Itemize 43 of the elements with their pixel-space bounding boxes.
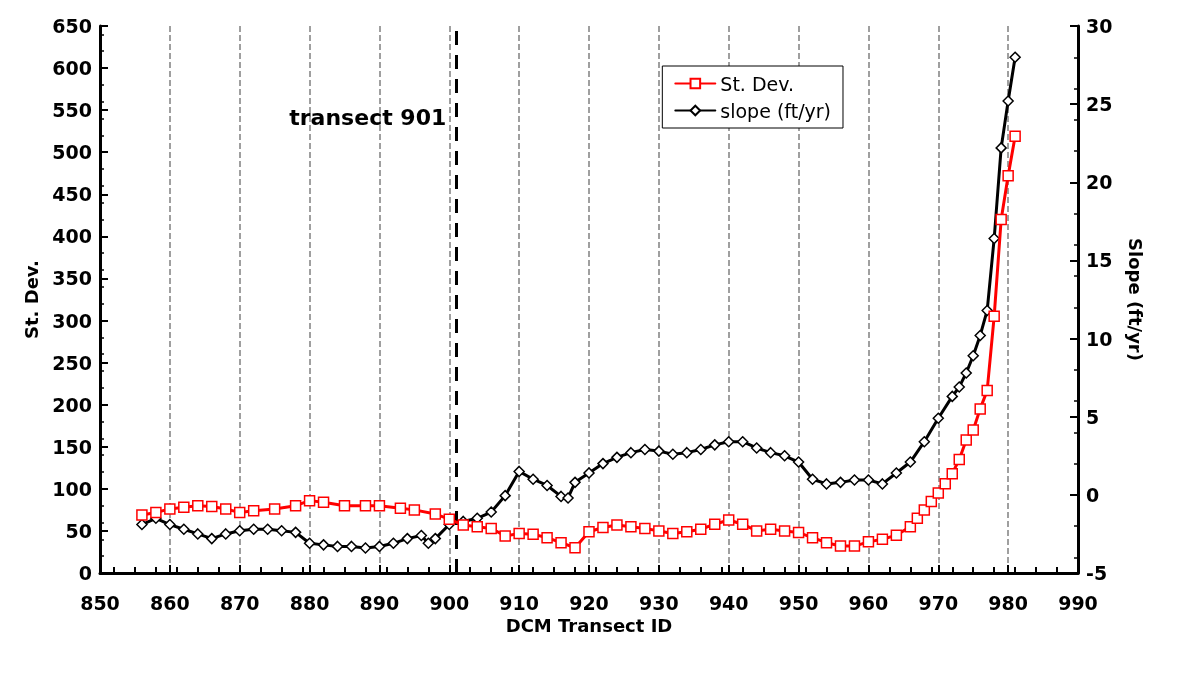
y-tick-label: 250 [52, 351, 92, 374]
x-tick-label: 990 [1058, 591, 1098, 614]
x-tick-label: 880 [289, 591, 330, 614]
y-tick-label: 400 [52, 225, 92, 248]
y2-axis-title: Slope (ft/yr) [1124, 238, 1146, 361]
x-tick-label: 980 [988, 591, 1028, 614]
y2-tick-label: 5 [1086, 405, 1100, 428]
y2-tick-label: 0 [1086, 483, 1100, 506]
x-tick-label: 860 [150, 591, 190, 614]
y-tick-label: 150 [52, 435, 92, 458]
y2-tick-label: -5 [1086, 562, 1108, 584]
y-tick-label: 650 [52, 15, 92, 37]
legend-label: slope (ft/yr) [720, 99, 832, 122]
y-tick-label: 350 [52, 267, 92, 290]
y-tick-label: 0 [78, 562, 92, 584]
y-axis-title: St. Dev. [20, 260, 42, 339]
y2-tick-label: 25 [1086, 93, 1113, 116]
y-tick-label: 100 [52, 477, 92, 500]
y-tick-label: 450 [52, 183, 92, 206]
y2-tick-label: 20 [1086, 171, 1113, 194]
y2-tick-label: 30 [1086, 15, 1113, 37]
y-tick-label: 500 [52, 141, 92, 164]
y-tick-label: 300 [52, 309, 92, 332]
y-tick-label: 50 [65, 519, 92, 542]
y-tick-label: 200 [52, 393, 92, 416]
x-tick-label: 870 [219, 591, 260, 614]
x-tick-label: 910 [499, 591, 539, 614]
x-tick-label: 890 [359, 591, 400, 614]
y2-tick-label: 15 [1086, 249, 1113, 272]
x-tick-label: 850 [80, 591, 120, 614]
ref-line-label: transect 901 [289, 104, 447, 130]
x-tick-label: 900 [429, 591, 470, 614]
y-tick-label: 600 [52, 57, 92, 80]
legend-label: St. Dev. [720, 72, 795, 95]
x-tick-label: 950 [778, 591, 819, 614]
y-tick-label: 550 [52, 99, 92, 122]
x-tick-label: 970 [918, 591, 959, 614]
x-tick-label: 920 [569, 591, 609, 614]
x-tick-label: 940 [708, 591, 749, 614]
x-tick-label: 930 [639, 591, 679, 614]
x-axis-title: DCM Transect ID [505, 615, 673, 637]
x-tick-label: 960 [848, 591, 889, 614]
y2-tick-label: 10 [1086, 327, 1113, 350]
